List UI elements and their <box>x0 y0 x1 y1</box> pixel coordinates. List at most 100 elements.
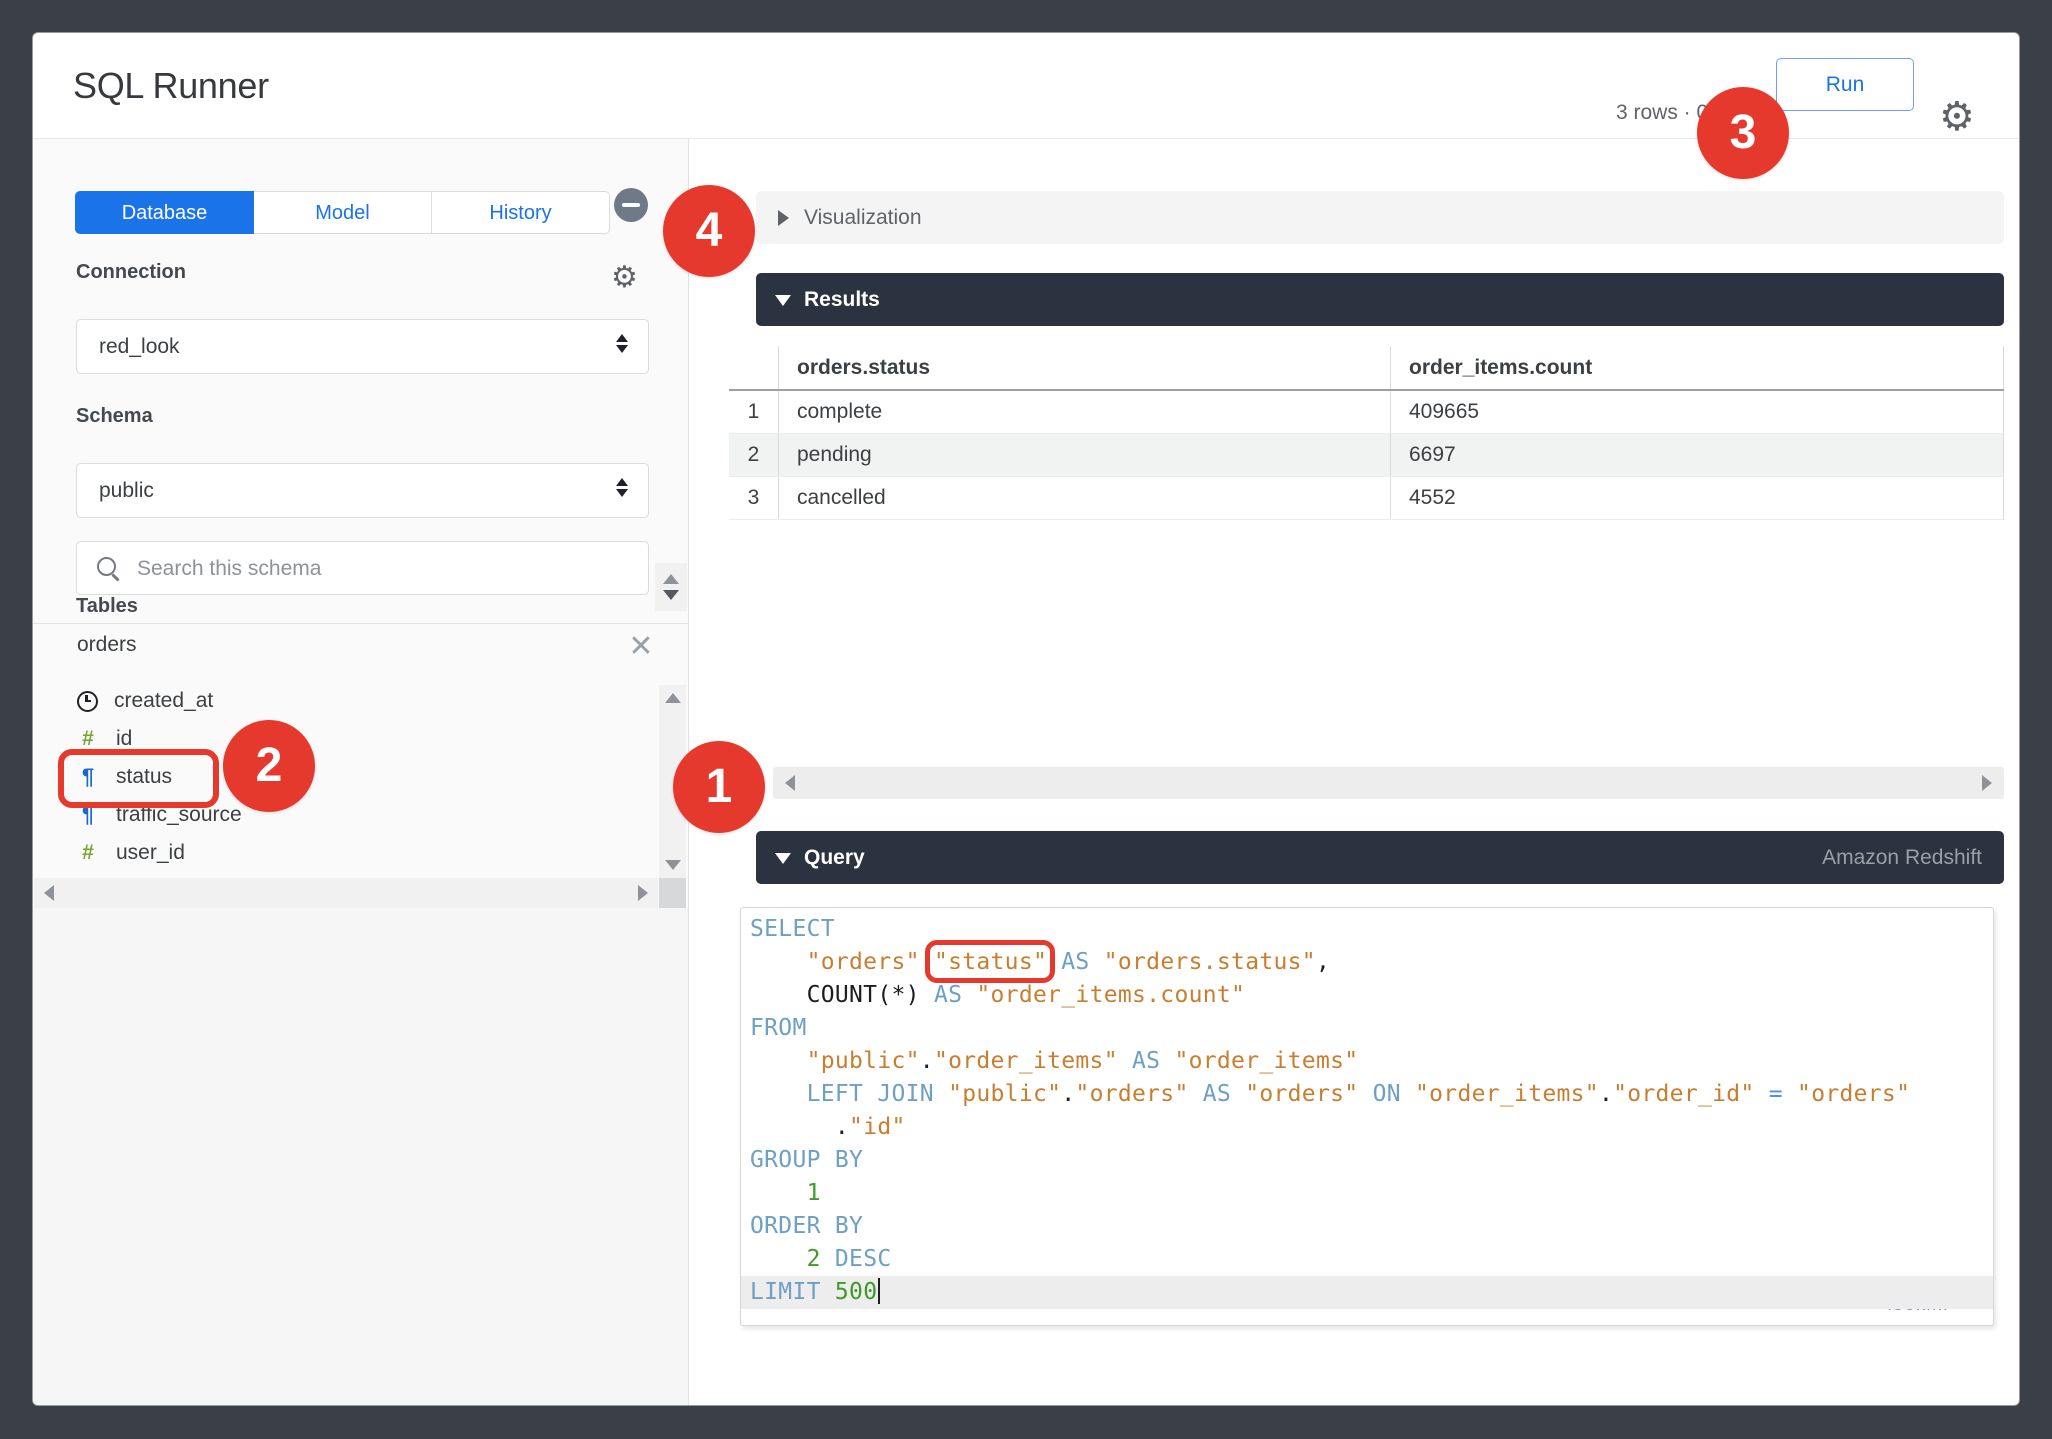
scroll-down-icon <box>665 860 681 870</box>
column-name: id <box>116 727 133 750</box>
minus-icon <box>622 203 640 207</box>
annotation-box-status-sql: "status" <box>924 940 1056 983</box>
schema-label: Schema <box>76 405 153 427</box>
chevron-down-icon <box>775 853 791 864</box>
sql-line: SELECT <box>750 916 835 942</box>
sql-line: GROUP BY <box>750 1147 864 1173</box>
connection-label: Connection <box>76 261 186 283</box>
annotation-badge-1: 1 <box>673 741 765 833</box>
result-row: 2 pending 6697 <box>729 434 2004 477</box>
sql-line: ORDER BY <box>750 1213 864 1239</box>
row-number: 2 <box>729 434 779 476</box>
chevron-down-icon <box>775 295 791 306</box>
results-horizontal-scrollbar[interactable] <box>773 767 2004 799</box>
chevron-right-icon <box>778 210 789 226</box>
result-row: 1 complete 409665 <box>729 391 2004 434</box>
connection-select[interactable]: red_look <box>76 319 649 374</box>
sql-line: ."id" <box>834 1114 906 1140</box>
run-button[interactable]: Run <box>1776 58 1914 111</box>
column-header-status: orders.status <box>779 346 1391 389</box>
tables-label: Tables <box>76 595 138 617</box>
schema-value: public <box>99 479 154 502</box>
sql-editor[interactable]: lookml SELECT "orders"."status" AS "orde… <box>740 907 1994 1326</box>
tab-model[interactable]: Model <box>254 191 432 234</box>
scroll-right-icon <box>1982 775 1992 791</box>
tables-list-scrollbar[interactable] <box>655 563 687 611</box>
scroll-up-icon <box>663 574 679 584</box>
row-number: 1 <box>729 391 779 433</box>
select-arrows-icon <box>616 478 628 497</box>
count-cell: 4552 <box>1391 477 2004 519</box>
collapse-sidebar-button[interactable] <box>614 188 648 222</box>
sql-line: LEFT JOIN "public"."orders" AS "orders" … <box>806 1081 1911 1107</box>
column-item-status[interactable]: ¶ status <box>76 758 636 796</box>
scroll-up-icon <box>665 693 681 703</box>
column-header-count: order_items.count <box>1391 346 2004 389</box>
column-list-vertical-scrollbar[interactable] <box>659 685 686 878</box>
search-input[interactable] <box>135 543 629 595</box>
sidebar-divider <box>33 623 688 624</box>
search-icon <box>97 557 121 581</box>
text-type-icon: ¶ <box>81 764 95 789</box>
sql-line: FROM <box>750 1015 807 1041</box>
sql-line: 2 DESC <box>806 1246 892 1272</box>
sql-line: LIMIT 500 <box>741 1276 1993 1309</box>
scroll-right-icon <box>638 885 648 901</box>
results-table: orders.status order_items.count 1 complet… <box>729 346 2004 520</box>
column-name: user_id <box>116 841 185 864</box>
sql-line: "public"."order_items" AS "order_items" <box>806 1048 1359 1074</box>
settings-gear-icon[interactable]: ⚙ <box>1939 95 1975 139</box>
sql-line: COUNT(*) AS "order_items.count" <box>806 982 1246 1008</box>
annotation-badge-2: 2 <box>223 720 315 812</box>
sidebar: Database Model History Connection ⚙ red_lo… <box>33 139 688 1405</box>
column-list: created_at # id ¶ status ¶ traffic_source # user… <box>76 682 636 872</box>
row-count-status: 3 rows · 0 <box>1616 101 1709 124</box>
scrollbar-corner <box>659 878 686 908</box>
count-cell: 6697 <box>1391 434 2004 476</box>
results-section-header[interactable]: Results <box>756 273 2004 326</box>
visualization-label: Visualization <box>804 206 922 229</box>
sql-code: SELECT "orders"."status" AS "orders.stat… <box>741 908 1993 1309</box>
text-cursor <box>878 1278 881 1304</box>
sidebar-horizontal-scrollbar[interactable] <box>34 878 658 908</box>
column-name: traffic_source <box>116 803 242 826</box>
column-item-traffic_source[interactable]: ¶ traffic_source <box>76 796 636 834</box>
number-type-icon: # <box>82 727 94 750</box>
visualization-section-header[interactable]: Visualization <box>756 191 2004 244</box>
sql-dialect-label: Amazon Redshift <box>1822 846 1982 869</box>
row-number: 3 <box>729 477 779 519</box>
column-item-id[interactable]: # id <box>76 720 636 758</box>
query-section-header[interactable]: Query Amazon Redshift <box>756 831 2004 884</box>
scroll-down-icon <box>663 590 679 600</box>
schema-select[interactable]: public <box>76 463 649 518</box>
sidebar-lower-background <box>33 908 688 1405</box>
sql-line: "orders"."status" AS "orders.status", <box>741 940 1993 983</box>
results-label: Results <box>804 288 880 311</box>
connection-gear-icon[interactable]: ⚙ <box>611 261 638 294</box>
column-item-created_at[interactable]: created_at <box>76 682 636 720</box>
status-cell: pending <box>779 434 1391 476</box>
tab-history[interactable]: History <box>432 191 610 234</box>
sql-line: 1 <box>806 1180 821 1206</box>
annotation-badge-4: 4 <box>663 185 755 277</box>
table-name: orders <box>77 633 137 656</box>
clock-type-icon <box>77 690 98 712</box>
sidebar-tab-group: Database Model History <box>75 191 610 234</box>
annotation-box-status-column <box>58 749 219 808</box>
schema-search-box <box>76 541 649 595</box>
page-title: SQL Runner <box>73 65 269 106</box>
header-divider <box>33 138 2019 139</box>
text-type-icon: ¶ <box>81 802 95 827</box>
column-item-user_id[interactable]: # user_id <box>76 834 636 872</box>
column-name: status <box>116 765 173 788</box>
scroll-left-icon <box>785 775 795 791</box>
scroll-left-icon <box>44 885 54 901</box>
annotation-badge-3: 3 <box>1697 87 1789 179</box>
result-row: 3 cancelled 4552 <box>729 477 2004 520</box>
sql-runner-window: SQL Runner 3 rows · 0 Run ⚙ Database Mode… <box>32 32 2020 1406</box>
tab-database[interactable]: Database <box>75 191 254 234</box>
status-cell: complete <box>779 391 1391 433</box>
column-name: created_at <box>114 689 214 712</box>
count-cell: 409665 <box>1391 391 2004 433</box>
close-icon[interactable]: ✕ <box>628 630 654 663</box>
